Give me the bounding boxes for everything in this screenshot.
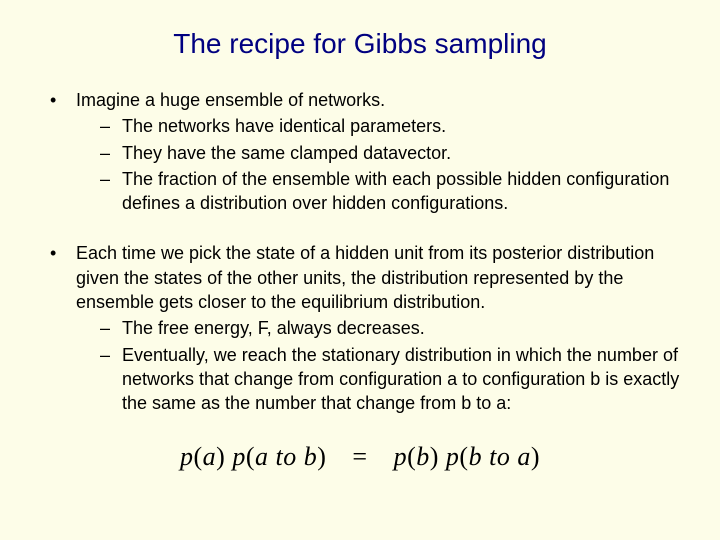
bullet-text: The free energy, F, always decreases. bbox=[122, 316, 680, 340]
bullet-l1: • Each time we pick the state of a hidde… bbox=[48, 241, 680, 314]
bullet-block-1: • Imagine a huge ensemble of networks. –… bbox=[40, 88, 680, 215]
bullet-text: The networks have identical parameters. bbox=[122, 114, 680, 138]
bullet-l2: – The free energy, F, always decreases. bbox=[100, 316, 680, 340]
bullet-dash-icon: – bbox=[100, 316, 122, 340]
bullet-block-2: • Each time we pick the state of a hidde… bbox=[40, 241, 680, 415]
bullet-l2: – The networks have identical parameters… bbox=[100, 114, 680, 138]
bullet-text: Eventually, we reach the stationary dist… bbox=[122, 343, 680, 416]
eq-p3: p bbox=[394, 442, 408, 471]
bullet-dot-icon: • bbox=[48, 241, 76, 314]
bullet-text: Imagine a huge ensemble of networks. bbox=[76, 88, 680, 112]
bullet-l2: – The fraction of the ensemble with each… bbox=[100, 167, 680, 216]
eq-equals: = bbox=[352, 442, 367, 471]
slide-title: The recipe for Gibbs sampling bbox=[40, 28, 680, 60]
bullet-dash-icon: – bbox=[100, 114, 122, 138]
bullet-text: They have the same clamped datavector. bbox=[122, 141, 680, 165]
equation: p(a) p(a to b)=p(b) p(b to a) bbox=[40, 442, 680, 472]
eq-b1: b bbox=[416, 442, 430, 471]
eq-p2: p bbox=[232, 442, 246, 471]
eq-p4: p bbox=[446, 442, 460, 471]
bullet-dash-icon: – bbox=[100, 343, 122, 416]
bullet-text: Each time we pick the state of a hidden … bbox=[76, 241, 680, 314]
bullet-l2: – They have the same clamped datavector. bbox=[100, 141, 680, 165]
bullet-dash-icon: – bbox=[100, 167, 122, 216]
eq-a1: a bbox=[203, 442, 217, 471]
bullet-l2: – Eventually, we reach the stationary di… bbox=[100, 343, 680, 416]
eq-p1: p bbox=[180, 442, 194, 471]
eq-b2: b to a bbox=[469, 442, 531, 471]
bullet-dash-icon: – bbox=[100, 141, 122, 165]
bullet-text: The fraction of the ensemble with each p… bbox=[122, 167, 680, 216]
slide: The recipe for Gibbs sampling • Imagine … bbox=[0, 0, 720, 540]
eq-a2: a to b bbox=[255, 442, 317, 471]
bullet-l1: • Imagine a huge ensemble of networks. bbox=[48, 88, 680, 112]
bullet-dot-icon: • bbox=[48, 88, 76, 112]
